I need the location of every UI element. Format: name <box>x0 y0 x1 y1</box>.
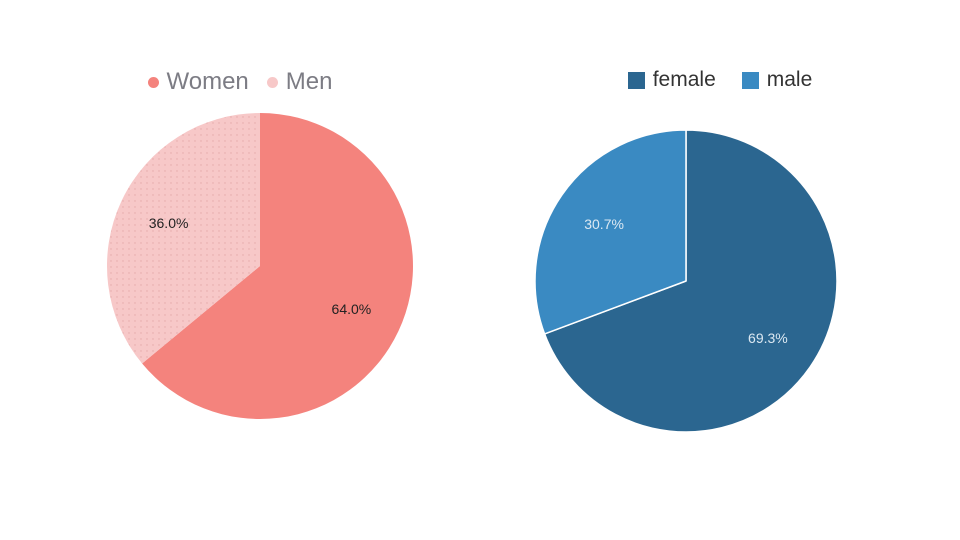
chart-legend: Women Men <box>0 68 480 96</box>
legend-label: male <box>766 68 813 91</box>
slice-percent-label: 64.0% <box>332 301 372 317</box>
slice-percent-label: 69.3% <box>748 330 788 346</box>
pie-slice-male[interactable] <box>534 129 687 335</box>
legend-item-women[interactable]: Women <box>147 68 249 96</box>
legend-label: Women <box>166 68 249 95</box>
legend-item-male[interactable]: male <box>741 68 813 92</box>
legend-label: Men <box>285 68 333 95</box>
legend-marker-dot <box>266 76 278 88</box>
legend-item-female[interactable]: female <box>627 68 716 92</box>
slice-percent-label: 36.0% <box>149 215 189 231</box>
pie-chart-women-men: 64.0% 36.0% Women Men <box>0 68 480 419</box>
chart-legend: female male <box>480 68 960 92</box>
pie-chart-female-male: 69.3% 30.7% female male <box>480 0 960 540</box>
legend-marker-square <box>741 71 759 89</box>
legend-marker-dot <box>147 76 159 88</box>
legend-label: female <box>652 68 716 91</box>
legend-item-men[interactable]: Men <box>266 68 333 96</box>
pie-slice-men[interactable] <box>106 113 260 364</box>
slice-percent-label: 30.7% <box>584 216 624 232</box>
pie-slice-female[interactable] <box>543 129 838 433</box>
pie-chart-svg: 64.0% 36.0% <box>106 113 413 419</box>
pie-slice-women[interactable] <box>142 113 413 419</box>
legend-marker-square <box>627 71 645 89</box>
pie-chart-svg: 69.3% 30.7% <box>534 129 838 433</box>
